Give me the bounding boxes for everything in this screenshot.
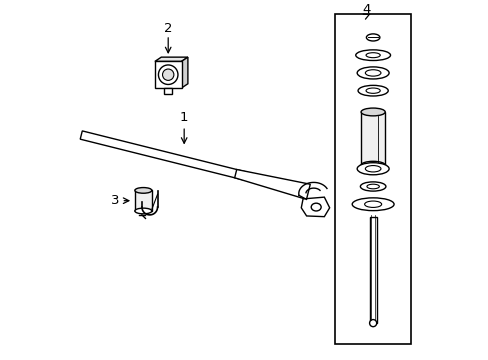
Ellipse shape — [360, 108, 385, 116]
Bar — [360, 112, 385, 165]
Text: 1: 1 — [180, 111, 188, 124]
Ellipse shape — [162, 69, 174, 80]
Ellipse shape — [364, 201, 381, 207]
Polygon shape — [155, 62, 181, 88]
Ellipse shape — [135, 188, 152, 193]
Ellipse shape — [365, 166, 380, 172]
Ellipse shape — [310, 203, 321, 211]
Polygon shape — [181, 57, 187, 88]
Polygon shape — [234, 170, 310, 199]
Ellipse shape — [356, 67, 388, 79]
Polygon shape — [301, 197, 329, 217]
Polygon shape — [163, 88, 172, 94]
Ellipse shape — [135, 208, 152, 214]
Text: 2: 2 — [163, 22, 172, 35]
Bar — [334, 14, 410, 345]
Ellipse shape — [355, 50, 390, 60]
Polygon shape — [155, 57, 187, 62]
Ellipse shape — [366, 34, 379, 41]
Ellipse shape — [366, 88, 380, 93]
Bar — [369, 217, 376, 323]
Ellipse shape — [158, 65, 178, 85]
Ellipse shape — [360, 161, 385, 169]
Text: 4: 4 — [362, 3, 370, 15]
Ellipse shape — [365, 70, 380, 76]
Ellipse shape — [360, 182, 385, 191]
Ellipse shape — [357, 85, 387, 96]
Ellipse shape — [366, 184, 379, 189]
Ellipse shape — [351, 198, 393, 211]
Ellipse shape — [356, 163, 388, 175]
Ellipse shape — [366, 53, 380, 58]
Bar — [135, 190, 152, 211]
Polygon shape — [80, 131, 245, 180]
Text: 3: 3 — [110, 194, 119, 207]
Circle shape — [369, 320, 376, 327]
